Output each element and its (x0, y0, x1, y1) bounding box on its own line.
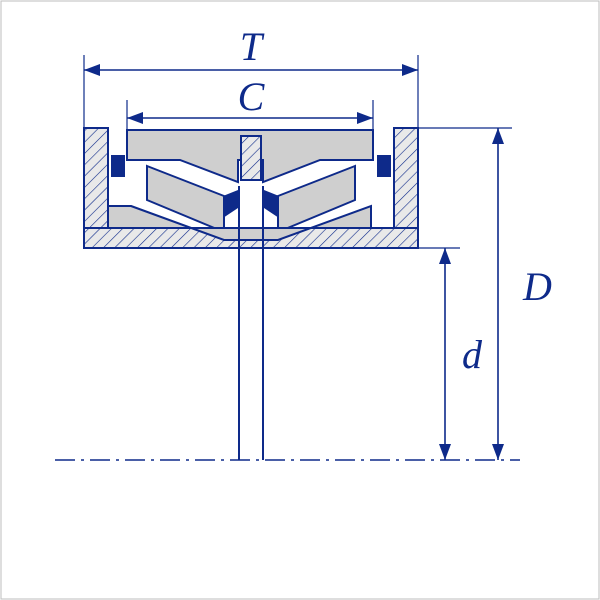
label-T: T (240, 24, 265, 69)
dimension-C: C (127, 74, 373, 130)
label-D: D (522, 264, 552, 309)
dimension-D: D (418, 128, 552, 460)
center-cap (241, 136, 261, 180)
dimension-d: d (418, 248, 483, 460)
image-border (1, 1, 599, 599)
label-C: C (238, 74, 266, 119)
label-d: d (462, 332, 483, 377)
